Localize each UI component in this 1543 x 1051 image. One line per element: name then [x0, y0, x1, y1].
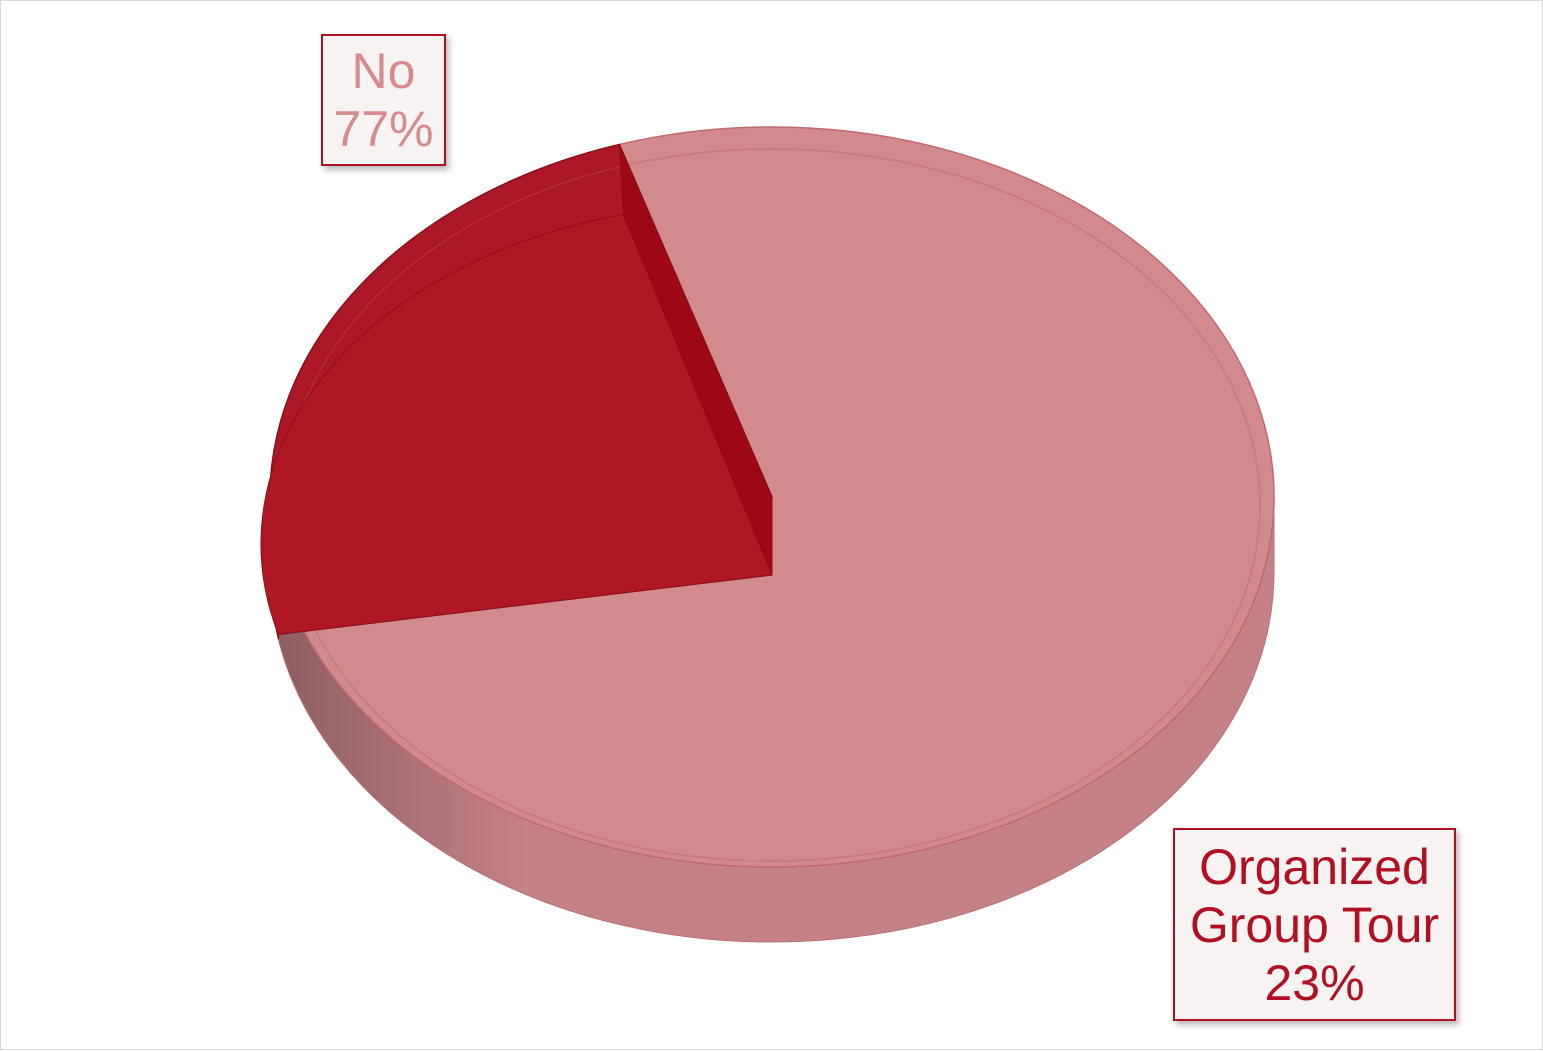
pie-slice-top-0: [277, 126, 1275, 868]
data-label-no-category: No: [351, 43, 416, 99]
pie-exploded-walls: [260, 144, 773, 635]
data-label-no: No 77%: [321, 34, 446, 166]
data-label-organized-group-tour: Organized Group Tour 23%: [1173, 828, 1456, 1021]
data-label-no-percent: 77%: [333, 101, 434, 157]
pie-slice-top-1-face: [260, 213, 773, 635]
data-label-organized-group-tour-category-line-1: Organized: [1199, 838, 1430, 895]
data-label-organized-group-tour-category-line-2: Group Tour: [1189, 896, 1440, 953]
data-label-organized-group-tour-percent: 23%: [1264, 954, 1365, 1011]
